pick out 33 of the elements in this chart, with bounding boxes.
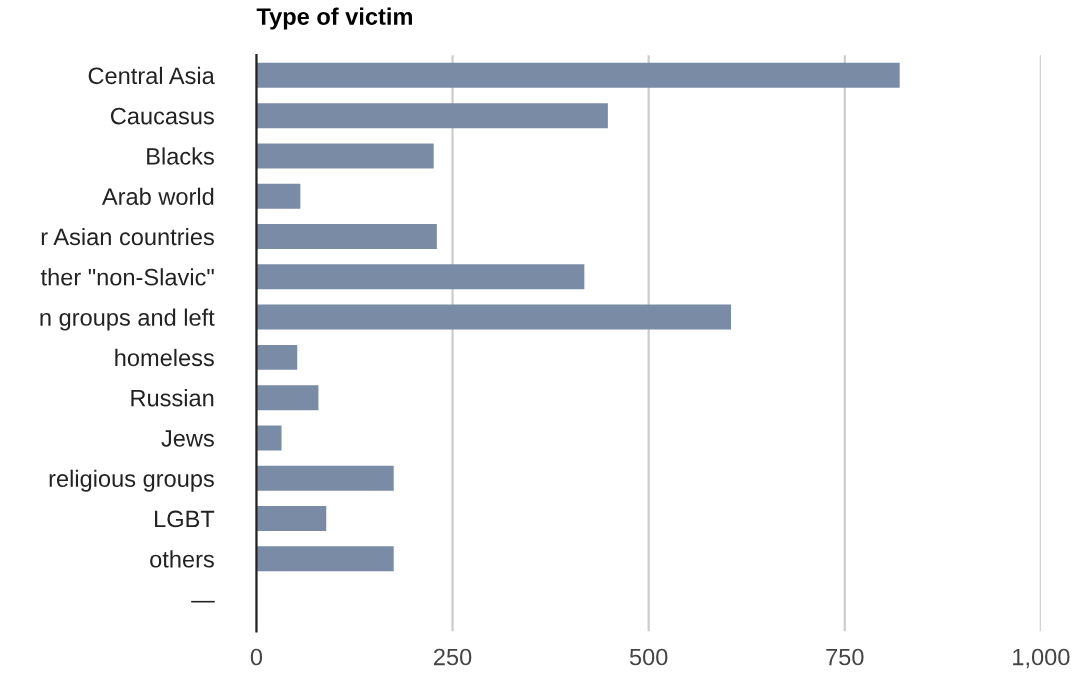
bar	[256, 143, 434, 169]
y-tick-label: LGBT	[155, 510, 215, 528]
chart-title: Type of victim	[256, 7, 412, 30]
x-tick-label: 1,000	[1013, 648, 1070, 669]
bar	[256, 344, 298, 370]
y-tick-label: Arab world	[101, 187, 214, 205]
y-tick-label: Central Asia	[88, 66, 215, 85]
bar	[256, 183, 301, 209]
bar	[256, 264, 585, 290]
bar	[256, 385, 319, 411]
x-tick-label: 750	[826, 648, 864, 666]
bar	[256, 546, 394, 572]
x-tick-label: 0	[250, 648, 263, 666]
bar	[256, 224, 437, 249]
y-tick-label: Blacks	[147, 147, 214, 165]
y-tick-label: r Asian countries	[41, 227, 214, 246]
bar	[256, 465, 394, 491]
y-tick-label: religious groups	[49, 469, 214, 492]
x-tick-label: 500	[629, 648, 668, 666]
y-tick-label: Russian	[131, 389, 214, 407]
bar	[256, 506, 327, 532]
bar	[256, 103, 608, 129]
bar	[256, 304, 732, 330]
y-tick-label: Caucasus	[110, 107, 214, 125]
y-tick-label: ther "non-Slavic"	[40, 268, 214, 286]
y-tick-label: others	[150, 550, 214, 568]
y-tick-label: Jews	[161, 430, 214, 447]
bar	[256, 62, 900, 88]
y-tick-label: —	[191, 600, 215, 603]
bar	[256, 425, 282, 451]
x-tick-label: 250	[434, 648, 472, 666]
y-tick-label: homeless	[115, 348, 214, 367]
y-tick-label: n groups and left	[40, 308, 215, 331]
